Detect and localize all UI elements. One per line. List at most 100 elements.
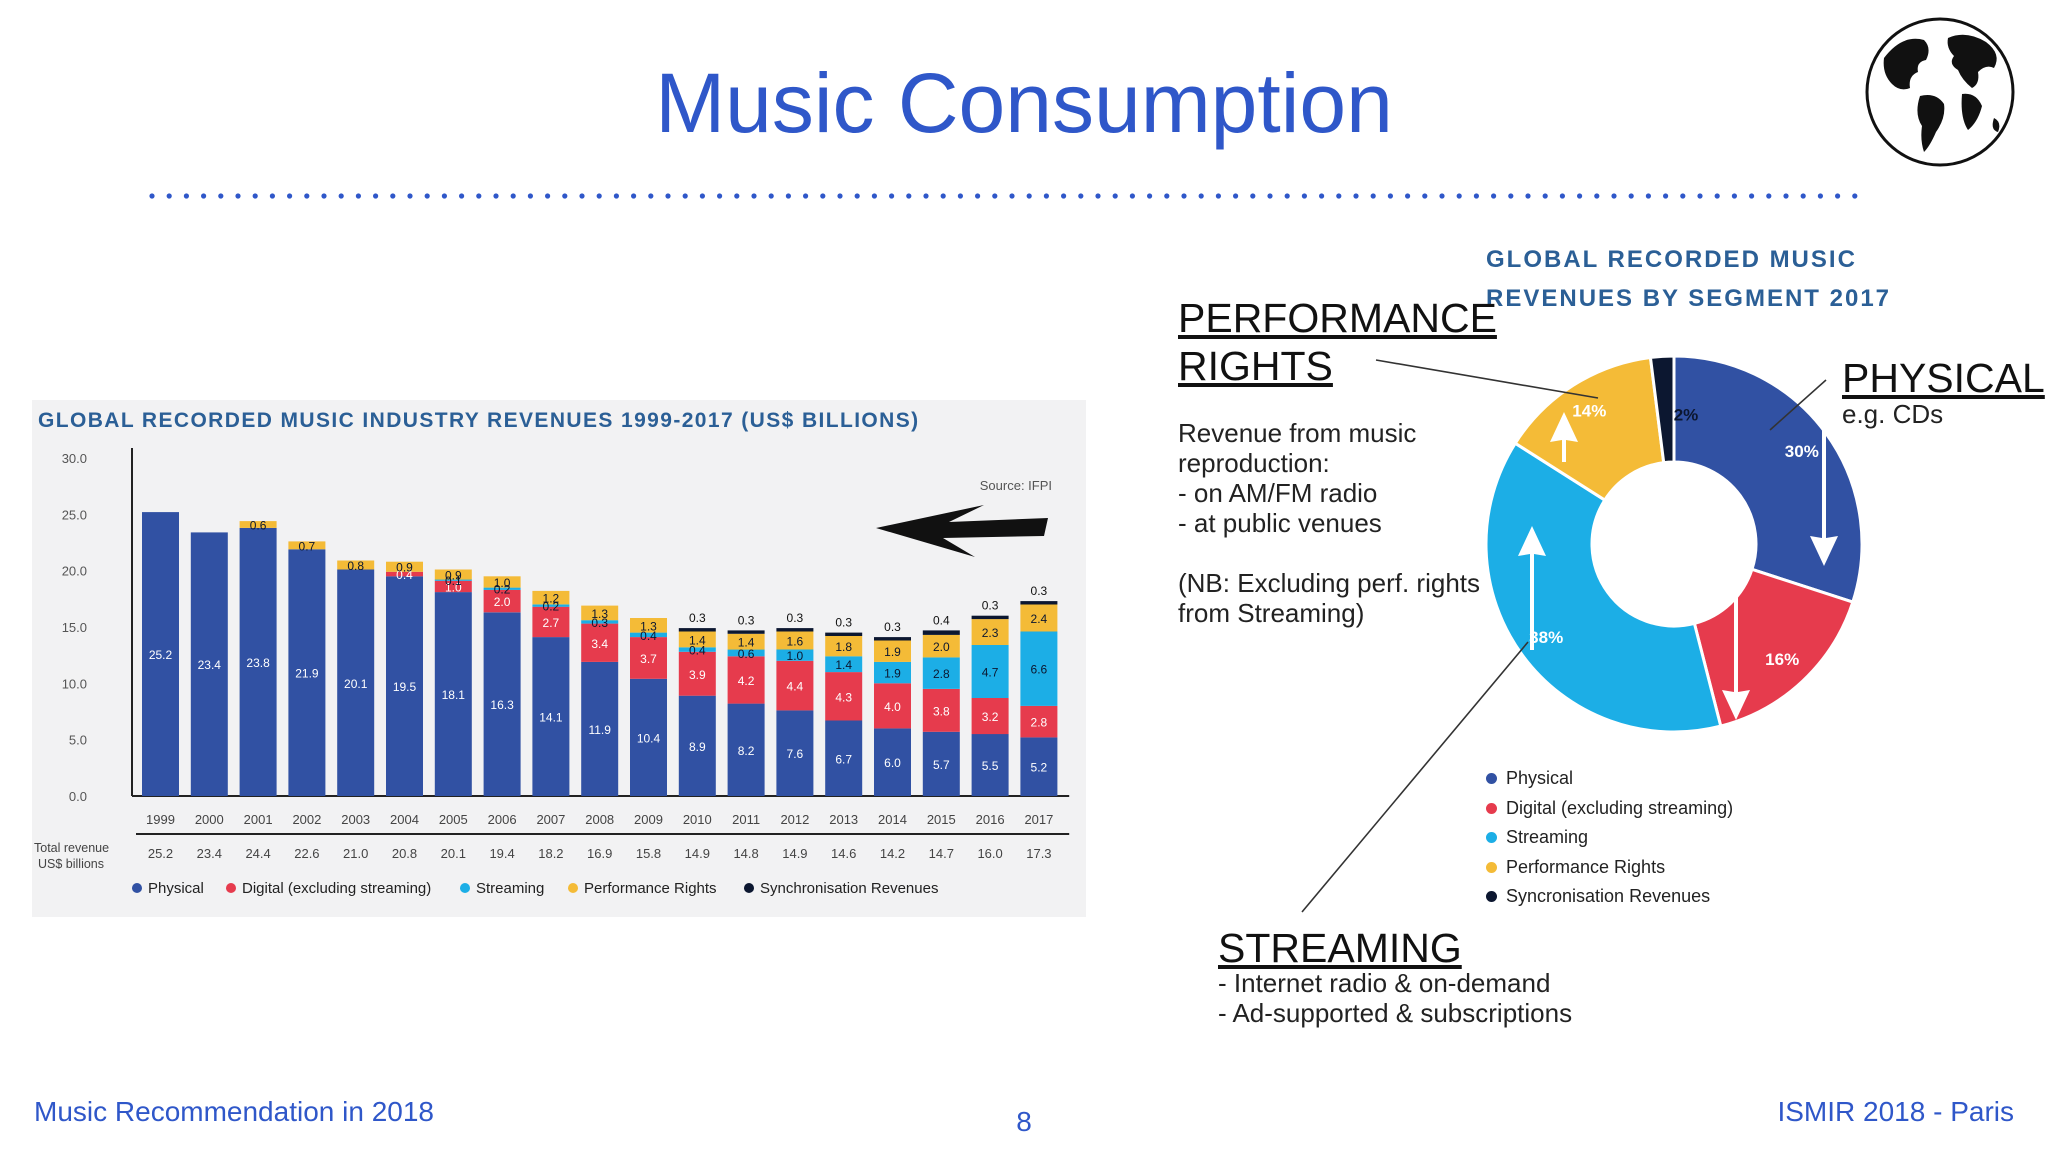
bar-segment [630, 637, 667, 679]
bar-value-label: 3.7 [640, 652, 657, 666]
y-tick-label: 30.0 [62, 451, 87, 466]
donut-legend-item: Physical [1486, 764, 1733, 794]
bar-value-label: 0.3 [835, 616, 852, 630]
bar-value-label: 1.6 [787, 635, 804, 649]
bar-segment [825, 636, 863, 657]
bar-segment [776, 631, 814, 650]
divider-dot [1336, 193, 1342, 199]
bar-value-label: 1.4 [738, 636, 755, 650]
divider-dot [1456, 193, 1462, 199]
bar-segment [581, 605, 619, 621]
bar-segment [678, 631, 716, 648]
x-tick-label: 2014 [878, 812, 907, 827]
x-tick-label: 2003 [341, 812, 370, 827]
divider-dot [562, 193, 568, 199]
donut-slice-label: 38% [1529, 628, 1563, 647]
bar-segment [825, 672, 863, 721]
divider-dot [149, 193, 155, 199]
divider-dot [889, 193, 895, 199]
bar-segment [483, 612, 521, 796]
bar-segment [630, 618, 667, 633]
bar-value-label: 2.0 [494, 595, 511, 609]
divider-dot [940, 193, 946, 199]
dotted-divider [149, 193, 1858, 199]
bar-segment [288, 541, 326, 550]
bar-value-label: 7.6 [787, 747, 804, 761]
donut-legend-item: Digital (excluding streaming) [1486, 794, 1733, 824]
donut-chart: 30% 16% 38% 14% 2% [1484, 354, 1864, 734]
divider-dot [1628, 193, 1634, 199]
performance-rights-description: Revenue from music reproduction: - on AM… [1178, 418, 1417, 538]
divider-dot [1491, 193, 1497, 199]
bar-value-label: 0.1 [445, 574, 462, 588]
divider-dot [1267, 193, 1273, 199]
divider-dot [1783, 193, 1789, 199]
bar-value-label: 0.3 [1031, 584, 1048, 598]
donut-title-line-1: GLOBAL RECORDED MUSIC [1486, 246, 1857, 273]
bar-segment [1020, 604, 1058, 632]
total-value-label: 16.0 [977, 846, 1002, 861]
bar-value-label: 4.2 [738, 674, 755, 688]
bar-value-label: 2.3 [982, 626, 999, 640]
bar-value-label: 1.4 [835, 658, 852, 672]
divider-dot [493, 193, 499, 199]
bar-segment [971, 619, 1009, 645]
bar-segment [776, 628, 814, 632]
y-tick-label: 15.0 [62, 620, 87, 635]
divider-dot [975, 193, 981, 199]
bar-value-label: 2.0 [933, 640, 950, 654]
divider-dot [1663, 193, 1669, 199]
bar-segment [922, 657, 960, 689]
bar-segment [874, 637, 911, 641]
divider-dot [1800, 193, 1806, 199]
total-value-label: 24.4 [245, 846, 270, 861]
total-value-label: 23.4 [197, 846, 222, 861]
bar-segment [1020, 631, 1058, 706]
bar-value-label: 21.9 [295, 667, 319, 681]
bar-segment [971, 734, 1009, 796]
divider-dot [545, 193, 551, 199]
x-tick-label: 2005 [439, 812, 468, 827]
bar-value-label: 0.3 [738, 613, 755, 627]
bar-segment [288, 549, 326, 796]
bar-value-label: 1.0 [787, 649, 804, 663]
divider-dot [183, 193, 189, 199]
total-label: Total revenue [34, 841, 109, 855]
bar-value-label: 23.4 [198, 658, 222, 672]
legend-swatch [1486, 891, 1497, 903]
divider-dot [699, 193, 706, 199]
divider-dot [1405, 193, 1411, 199]
bar-segment [532, 590, 570, 605]
bar-segment [434, 580, 472, 593]
bar-chart: 0.0 5.0 10.0 15.0 20.0 25.0 30.0 Source: IFPI 25… [34, 448, 1070, 897]
x-tick-label: 2009 [634, 812, 663, 827]
total-value-label: 16.9 [587, 846, 612, 861]
up-arrow-icon [1550, 412, 1578, 462]
x-tick-label: 2001 [244, 812, 273, 827]
bar-segment [776, 660, 814, 711]
bar-value-label: 4.7 [982, 666, 999, 680]
bar-segment [386, 571, 423, 577]
bar-value-label: 0.2 [494, 583, 511, 597]
y-tick-label: 10.0 [62, 676, 87, 691]
divider-dot [287, 193, 293, 199]
bar-value-label: 3.9 [689, 668, 706, 682]
divider-dot [1061, 193, 1067, 199]
bar-value-label: 0.4 [640, 629, 657, 643]
divider-dot [1749, 193, 1755, 199]
bar-value-label: 3.2 [982, 710, 999, 724]
y-tick-label: 20.0 [62, 564, 87, 579]
divider-dot [579, 193, 585, 199]
bar-value-label: 18.1 [442, 688, 466, 702]
divider-dot [1508, 193, 1514, 199]
bar-value-label: 6.0 [884, 756, 901, 770]
bar-segment [776, 649, 814, 661]
bar-segment [678, 695, 716, 796]
slide-title: Music Consumption [655, 56, 1393, 150]
bar-segment [874, 661, 911, 684]
bar-value-label: 1.2 [543, 592, 560, 606]
bar-value-label: 8.2 [738, 744, 755, 758]
donut-slice-label: 2% [1674, 405, 1699, 424]
divider-dot [1542, 193, 1548, 199]
bar-value-label: 0.7 [299, 539, 316, 553]
